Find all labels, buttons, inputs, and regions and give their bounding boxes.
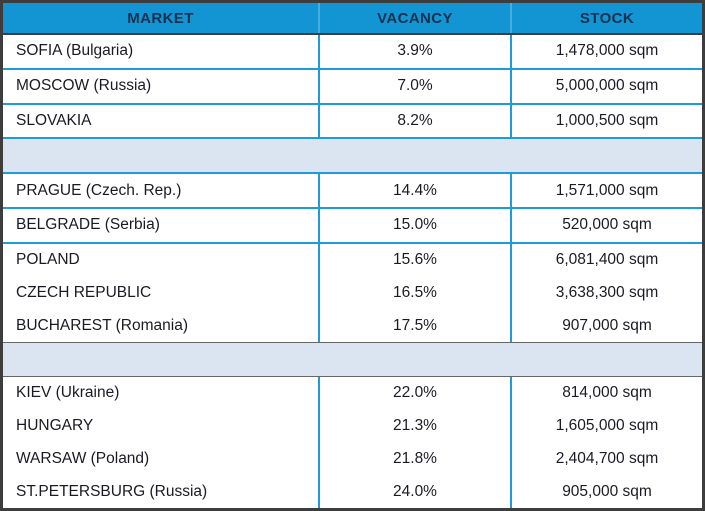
table-row: BUCHAREST (Romania) 17.5% 907,000 sqm: [3, 309, 702, 344]
vacancy-cell: 8.2%: [318, 104, 510, 138]
market-cell: WARSAW (Poland): [16, 449, 150, 467]
table-row: HUNGARY 21.3% 1,605,000 sqm: [3, 409, 702, 443]
stock-cell: 1,000,500 sqm: [510, 104, 702, 138]
table-row: CZECH REPUBLIC 16.5% 3,638,300 sqm: [3, 276, 702, 310]
stock-cell: 814,000 sqm: [510, 376, 702, 410]
market-cell: ST.PETERSBURG (Russia): [16, 482, 208, 500]
vacancy-cell: 7.0%: [318, 69, 510, 103]
vacancy-cell: 14.4%: [318, 174, 510, 207]
table-row: WARSAW (Poland) 21.8% 2,404,700 sqm: [3, 442, 702, 476]
stock-cell: 3,638,300 sqm: [510, 276, 702, 310]
market-cell: POLAND: [16, 251, 80, 269]
stock-cell: 1,571,000 sqm: [510, 174, 702, 207]
column-header-market: MARKET: [127, 9, 194, 27]
stock-cell: 905,000 sqm: [510, 475, 702, 508]
table-row: POLAND 15.6% 6,081,400 sqm: [3, 243, 702, 277]
table-row: ST.PETERSBURG (Russia) 24.0% 905,000 sqm: [3, 475, 702, 508]
table-row: PRAGUE (Czech. Rep.) 14.4% 1,571,000 sqm: [3, 174, 702, 209]
market-cell: BELGRADE (Serbia): [16, 216, 160, 234]
table-row: BELGRADE (Serbia) 15.0% 520,000 sqm: [3, 208, 702, 244]
table-row: KIEV (Ukraine) 22.0% 814,000 sqm: [3, 376, 702, 410]
market-cell: KIEV (Ukraine): [16, 384, 120, 402]
stock-cell: 520,000 sqm: [510, 208, 702, 242]
market-cell: CZECH REPUBLIC: [16, 283, 152, 301]
market-cell: HUNGARY: [16, 416, 94, 434]
market-cell: SOFIA (Bulgaria): [16, 42, 134, 60]
market-cell: MOSCOW (Russia): [16, 77, 152, 95]
market-cell: SLOVAKIA: [16, 111, 92, 129]
stock-cell: 2,404,700 sqm: [510, 442, 702, 476]
stock-cell: 5,000,000 sqm: [510, 69, 702, 103]
stock-cell: 907,000 sqm: [510, 309, 702, 343]
vacancy-cell: 16.5%: [318, 276, 510, 310]
table-body: SOFIA (Bulgaria) 3.9% 1,478,000 sqm MOSCOW …: [3, 35, 702, 508]
stock-cell: 1,478,000 sqm: [510, 35, 702, 68]
stock-cell: 1,605,000 sqm: [510, 409, 702, 443]
vacancy-cell: 17.5%: [318, 309, 510, 343]
table-row: MOSCOW (Russia) 7.0% 5,000,000 sqm: [3, 69, 702, 105]
vacancy-cell: 15.0%: [318, 208, 510, 242]
market-cell: BUCHAREST (Romania): [16, 316, 188, 334]
vacancy-cell: 24.0%: [318, 475, 510, 508]
spacer-row: [3, 343, 702, 377]
table-header-row: MARKET VACANCY STOCK: [3, 3, 702, 35]
market-cell: PRAGUE (Czech. Rep.): [16, 181, 182, 199]
column-header-stock: STOCK: [510, 3, 702, 33]
stock-cell: 6,081,400 sqm: [510, 243, 702, 277]
vacancy-cell: 15.6%: [318, 243, 510, 277]
table-row: SOFIA (Bulgaria) 3.9% 1,478,000 sqm: [3, 35, 702, 70]
spacer-row: [3, 139, 702, 175]
vacancy-cell: 21.3%: [318, 409, 510, 443]
vacancy-cell: 3.9%: [318, 35, 510, 68]
vacancy-cell: 22.0%: [318, 376, 510, 410]
table-row: SLOVAKIA 8.2% 1,000,500 sqm: [3, 104, 702, 140]
vacancy-cell: 21.8%: [318, 442, 510, 476]
column-header-vacancy: VACANCY: [318, 3, 510, 33]
